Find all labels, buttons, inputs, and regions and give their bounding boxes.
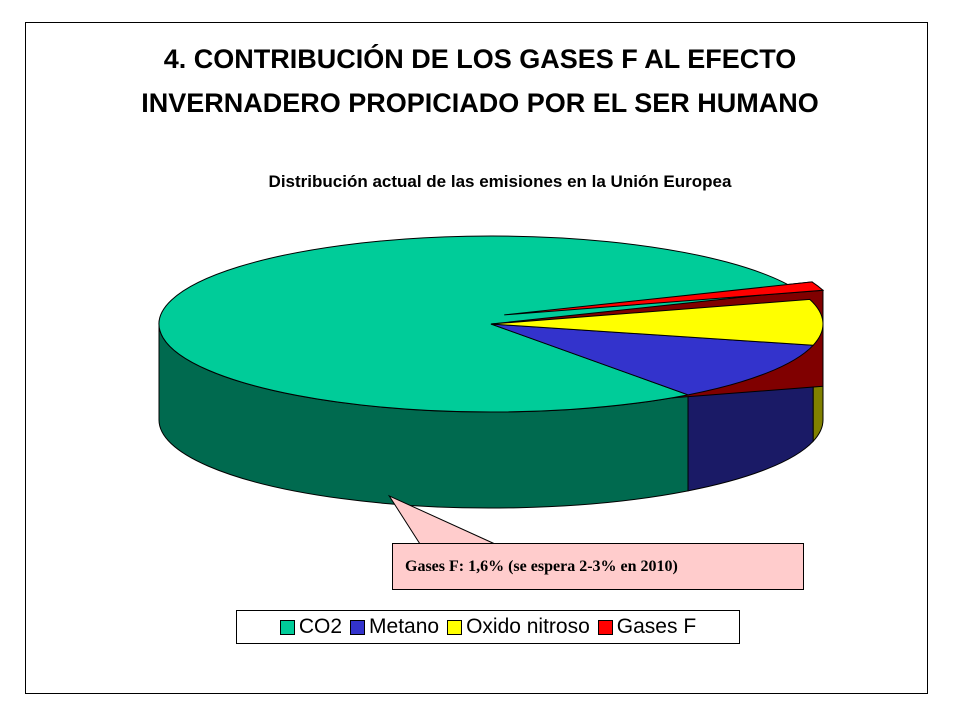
legend-label-gases-f: Gases F (616, 615, 697, 638)
legend-swatch-gases-f (597, 619, 613, 635)
pie-slice-gases-f (504, 281, 825, 316)
title-line-2: INVERNADERO PROPICIADO POR EL SER HUMANO (141, 88, 819, 118)
legend-label-metano: Metano (369, 615, 440, 638)
title-line-1: 4. CONTRIBUCIÓN DE LOS GASES F AL EFECTO (163, 44, 797, 74)
legend-label-oxido-nitroso: Oxido nitroso (466, 615, 590, 638)
legend-item-gases-f: Gases F (597, 615, 697, 639)
legend-swatch-oxido-nitroso (447, 619, 463, 635)
page-title: 4. CONTRIBUCIÓN DE LOS GASES F AL EFECTO… (0, 37, 960, 125)
legend-swatch-co2 (279, 619, 295, 635)
pie-slice-metano (490, 323, 815, 396)
gases-f-callout: Gases F: 1,6% (se espera 2-3% en 2010) (392, 543, 804, 590)
legend-item-oxido-nitroso: Oxido nitroso (447, 615, 590, 639)
legend-item-metano: Metano (350, 615, 439, 639)
chart-legend: CO2 Metano Oxido nitroso Gases F (236, 610, 740, 644)
chart-subtitle: Distribución actual de las emisiones en … (268, 172, 732, 191)
legend-item-co2: CO2 (279, 615, 343, 639)
legend-label-co2: CO2 (298, 615, 343, 638)
pie-slice-oxido-nitroso (490, 298, 824, 346)
pie-slice-co2 (158, 235, 801, 413)
legend-swatch-metano (350, 619, 366, 635)
